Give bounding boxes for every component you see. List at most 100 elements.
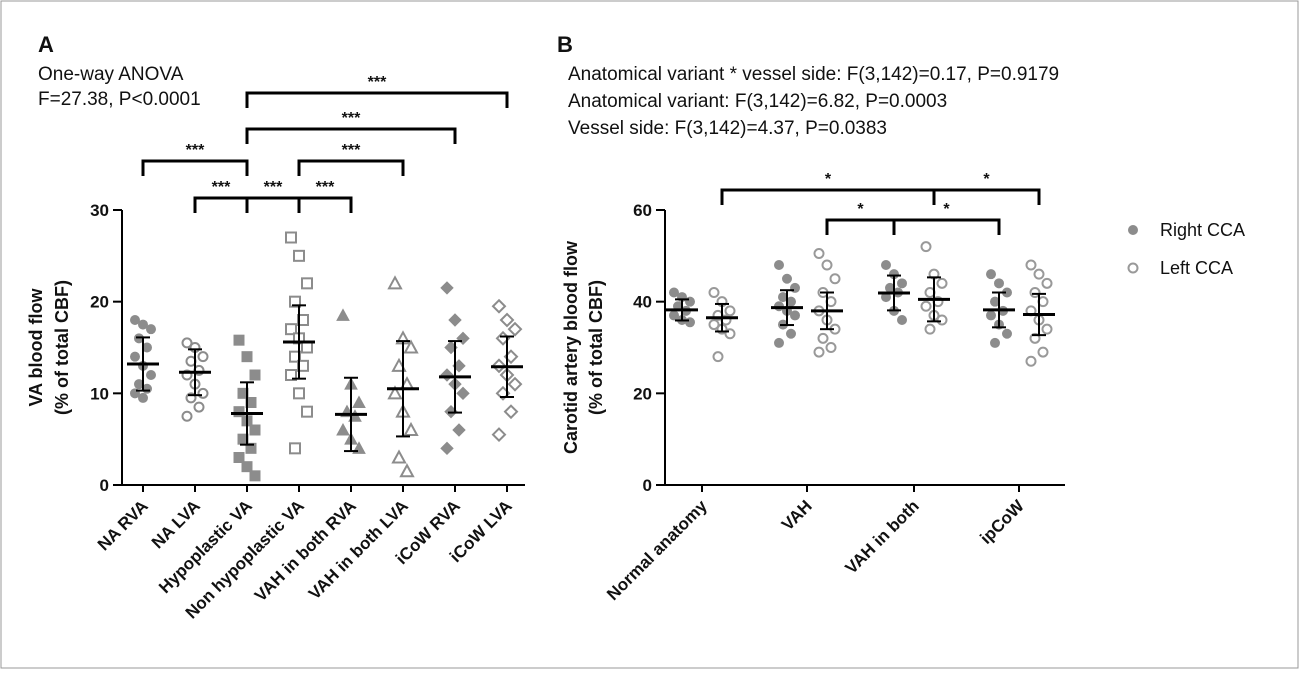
significance-label: *	[983, 171, 990, 188]
significance-bracket	[932, 188, 1041, 205]
point	[708, 287, 720, 298]
significance-bracket	[245, 127, 457, 144]
annotation: Vessel side: F(3,142)=4.37, P=0.0383	[568, 118, 887, 139]
y-tick-label: 0	[100, 476, 109, 495]
point	[233, 334, 245, 346]
point	[301, 405, 313, 418]
point	[1002, 328, 1012, 339]
point	[146, 370, 156, 380]
y-tick-label: 60	[633, 201, 652, 220]
significance-bracket	[892, 218, 1001, 235]
point	[289, 442, 301, 455]
point	[1025, 259, 1037, 271]
point	[130, 351, 140, 362]
point	[825, 342, 837, 353]
point	[994, 278, 1004, 289]
point	[241, 461, 253, 473]
point	[249, 424, 261, 436]
point	[399, 463, 415, 478]
annotation: Anatomical variant: F(3,142)=6.82, P=0.0…	[568, 91, 947, 112]
point	[897, 278, 907, 289]
point	[138, 392, 148, 403]
point	[197, 387, 209, 399]
point	[507, 321, 523, 337]
significance-bracket	[141, 159, 249, 176]
point	[920, 241, 932, 253]
point	[391, 449, 407, 464]
point	[986, 269, 996, 280]
significance-label: ***	[186, 142, 205, 159]
point	[774, 337, 784, 348]
point	[130, 315, 140, 325]
significance-label: ***	[342, 142, 361, 159]
point	[403, 339, 419, 354]
point	[1041, 323, 1053, 335]
y-tick-label: 40	[633, 293, 652, 312]
annotation: F=27.38, P<0.0001	[38, 89, 201, 110]
point	[336, 308, 350, 321]
y-axis-title: Carotid artery blood flow	[561, 240, 581, 454]
y-tick-label: 20	[90, 293, 109, 312]
point	[440, 441, 454, 456]
point	[285, 231, 297, 244]
point	[245, 442, 257, 454]
point	[499, 312, 515, 328]
point	[1025, 355, 1037, 367]
significance-label: *	[825, 171, 832, 188]
point	[301, 341, 313, 354]
point	[452, 423, 466, 437]
point	[1127, 262, 1139, 274]
point	[990, 337, 1000, 348]
point	[897, 315, 907, 325]
point	[193, 401, 205, 413]
point	[1041, 277, 1053, 289]
point	[387, 275, 403, 290]
annotation: One-way ANOVA	[38, 64, 184, 85]
legend-label: Right CCA	[1160, 220, 1245, 240]
point	[293, 249, 305, 262]
point	[936, 277, 948, 289]
y-axis-title: (% of total CBF)	[52, 280, 72, 415]
point	[813, 346, 825, 358]
point	[233, 406, 245, 418]
significance-label: *	[857, 201, 864, 218]
point	[285, 323, 297, 336]
significance-label: ***	[264, 179, 283, 196]
point	[813, 248, 825, 260]
significance-label: ***	[342, 110, 361, 127]
point	[774, 260, 784, 270]
point	[233, 452, 245, 463]
significance-label: ***	[368, 74, 387, 91]
significance-label: *	[943, 201, 950, 218]
y-tick-label: 0	[643, 476, 652, 495]
point	[782, 273, 792, 284]
point	[1033, 268, 1045, 280]
point	[712, 351, 724, 363]
legend-label: Left CCA	[1160, 258, 1233, 278]
point	[881, 260, 891, 270]
point	[181, 410, 193, 422]
significance-bracket	[245, 91, 509, 108]
significance-label: ***	[212, 179, 231, 196]
significance-bracket	[297, 159, 405, 176]
point	[924, 323, 936, 335]
point	[986, 310, 996, 321]
panel-letter: A	[38, 32, 54, 57]
y-tick-label: 30	[90, 201, 109, 220]
point	[301, 277, 313, 290]
point	[507, 376, 523, 392]
point	[285, 369, 297, 381]
point	[669, 287, 679, 298]
point	[403, 421, 419, 436]
significance-bracket	[297, 196, 353, 213]
point	[138, 319, 148, 330]
point	[790, 310, 800, 321]
point	[685, 317, 695, 328]
point	[249, 369, 261, 381]
y-axis-title: VA blood flow	[26, 288, 46, 407]
point	[786, 328, 796, 339]
point	[293, 387, 305, 400]
annotation: Anatomical variant * vessel side: F(3,14…	[568, 64, 1059, 85]
point	[821, 259, 833, 271]
